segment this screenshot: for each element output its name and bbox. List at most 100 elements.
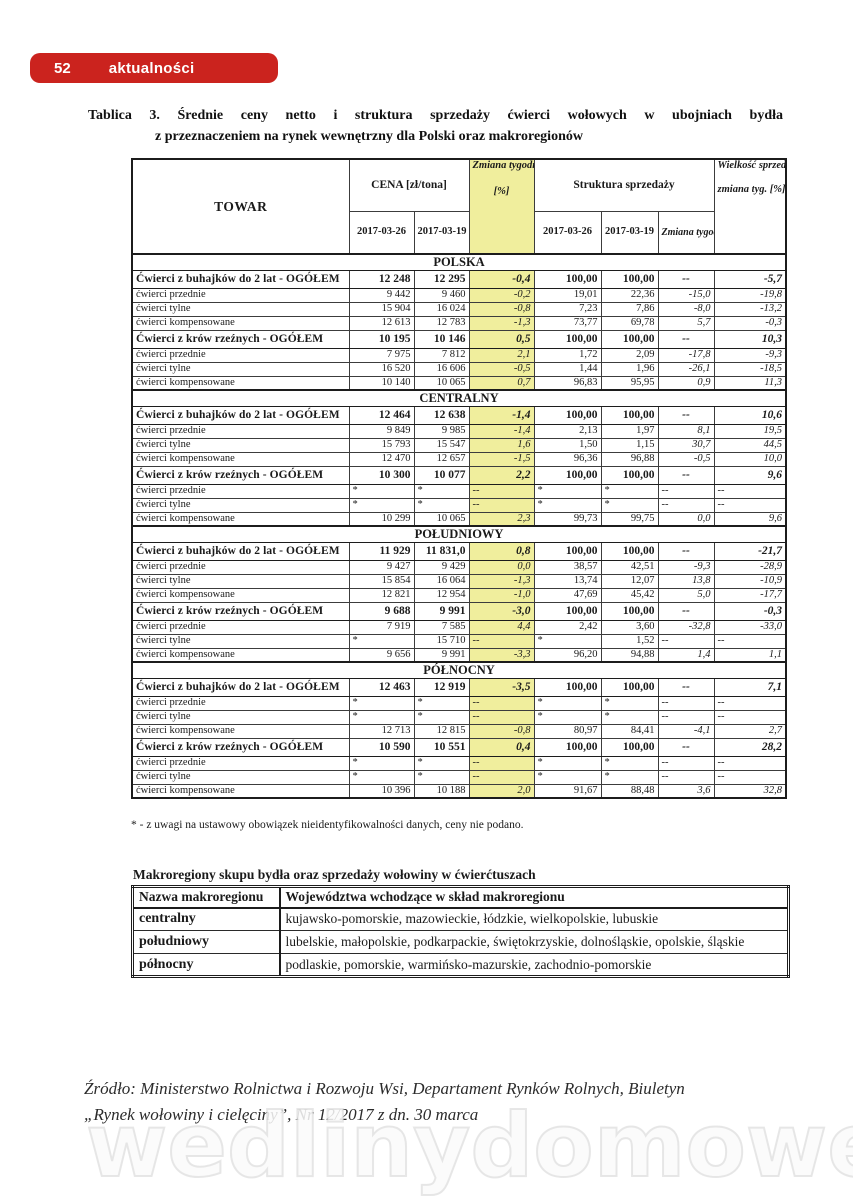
header-cena: CENA [zł/tona] <box>348 158 470 212</box>
row-label-cell: ćwierci tylne <box>131 361 350 377</box>
row-label-cell: ćwierci kompensowane <box>131 451 350 467</box>
value-cell: -- <box>657 541 715 561</box>
value-cell: 16 606 <box>413 361 470 377</box>
header-zmiana-ceny: Zmiana tygodniowa ceny [%] <box>468 158 535 255</box>
table-row: Ćwierci z krów rzeźnych - OGÓŁEM 10 300 10… <box>131 465 787 485</box>
row-label-cell: ćwierci kompensowane <box>131 375 350 391</box>
value-cell: -28,9 <box>713 559 787 575</box>
value-cell: -- <box>713 769 787 785</box>
row-label-cell: ćwierci tylne <box>131 769 350 785</box>
value-cell: 22,36 <box>600 287 659 303</box>
value-cell: 10 188 <box>413 783 470 799</box>
value-cell: * <box>533 483 602 499</box>
value-cell: 99,73 <box>533 511 602 527</box>
row-label-cell: ćwierci tylne <box>131 301 350 317</box>
value-cell: 15 710 <box>413 633 470 649</box>
value-cell: 15 854 <box>348 573 415 589</box>
section-header-row: POŁUDNIOWY <box>131 525 787 543</box>
header-zmiana-tygodniowa: Zmiana tygodniowa [%] <box>657 210 715 255</box>
table-title-line2: z przeznaczeniem na rynek wewnętrzny dla… <box>155 129 583 144</box>
value-cell: 10,6 <box>713 405 787 425</box>
header-towar: TOWAR <box>131 158 350 255</box>
value-cell: 100,00 <box>600 601 659 621</box>
value-cell: 12 713 <box>348 723 415 739</box>
row-label-cell: ćwierci tylne <box>131 573 350 589</box>
value-cell: -0,2 <box>468 287 535 303</box>
value-cell: -- <box>468 769 535 785</box>
row-label-cell: ćwierci tylne <box>131 709 350 725</box>
value-cell: 5,0 <box>657 587 715 603</box>
table-row: Ćwierci z krów rzeźnych - OGÓŁEM 10 195 10… <box>131 329 787 349</box>
value-cell: 7 919 <box>348 619 415 635</box>
table-row: ćwierci tylne * * -- * * -- -- <box>131 709 787 725</box>
table-row: ćwierci tylne * * -- * * -- -- <box>131 497 787 513</box>
value-cell: 12 919 <box>413 677 470 697</box>
row-label-cell: Ćwierci z krów rzeźnych - OGÓŁEM <box>131 329 350 349</box>
value-cell: 96,20 <box>533 647 602 663</box>
table-row: ćwierci kompensowane 12 821 12 954 -1,0 47,6… <box>131 587 787 603</box>
value-cell: 10 396 <box>348 783 415 799</box>
value-cell: 12 783 <box>413 315 470 331</box>
table-row: ćwierci tylne * * -- * * -- -- <box>131 769 787 785</box>
source-note: Źródło: Ministerstwo Rolnictwa i Rozwoju… <box>84 1076 784 1128</box>
value-cell: -- <box>657 269 715 289</box>
table-title: Tablica 3. Średnie ceny netto i struktur… <box>88 105 783 147</box>
value-cell: -0,8 <box>468 723 535 739</box>
value-cell: 9 656 <box>348 647 415 663</box>
value-cell: -- <box>657 709 715 725</box>
value-cell: -33,0 <box>713 619 787 635</box>
row-label-cell: ćwierci przednie <box>131 755 350 771</box>
table-row: ćwierci tylne 16 520 16 606 -0,5 1,44 1,96 -26… <box>131 361 787 377</box>
value-cell: 100,00 <box>533 405 602 425</box>
regions-table-header: Nazwa makroregionu Województwa wchodzące… <box>132 886 789 909</box>
header-date-struktura-1: 2017-03-26 <box>533 210 602 255</box>
value-cell: -0,8 <box>468 301 535 317</box>
value-cell: 2,0 <box>468 783 535 799</box>
value-cell: 10 551 <box>413 737 470 757</box>
value-cell: * <box>600 755 659 771</box>
value-cell: 7,1 <box>713 677 787 697</box>
value-cell: * <box>600 769 659 785</box>
table-row: ćwierci przednie 7 919 7 585 4,4 2,42 3,60 -32… <box>131 619 787 635</box>
value-cell: 2,3 <box>468 511 535 527</box>
region-name-cell: południowy <box>132 930 281 954</box>
value-cell: 100,00 <box>533 465 602 485</box>
header-date-struktura-2: 2017-03-19 <box>600 210 659 255</box>
value-cell: -- <box>657 737 715 757</box>
section-title: POLSKA <box>131 253 787 271</box>
table-row: Ćwierci z buhajków do 2 lat - OGÓŁEM 12 4… <box>131 405 787 425</box>
row-label-cell: Ćwierci z buhajków do 2 lat - OGÓŁEM <box>131 677 350 697</box>
value-cell: 10 195 <box>348 329 415 349</box>
value-cell: 10,3 <box>713 329 787 349</box>
table-row: ćwierci przednie 9 427 9 429 0,0 38,57 42,51-… <box>131 559 787 575</box>
row-label-cell: ćwierci kompensowane <box>131 783 350 799</box>
value-cell: 15 547 <box>413 437 470 453</box>
table-row: ćwierci kompensowane 10 396 10 188 2,0 91,67… <box>131 783 787 799</box>
value-cell: 0,0 <box>657 511 715 527</box>
value-cell: 84,41 <box>600 723 659 739</box>
value-cell: 7,23 <box>533 301 602 317</box>
row-label-cell: Ćwierci z buhajków do 2 lat - OGÓŁEM <box>131 405 350 425</box>
value-cell: 100,00 <box>533 541 602 561</box>
value-cell: 0,0 <box>468 559 535 575</box>
value-cell: -13,2 <box>713 301 787 317</box>
value-cell: 42,51 <box>600 559 659 575</box>
value-cell: -- <box>468 497 535 513</box>
value-cell: 10 299 <box>348 511 415 527</box>
value-cell: * <box>348 769 415 785</box>
value-cell: 2,42 <box>533 619 602 635</box>
value-cell: 9,6 <box>713 511 787 527</box>
value-cell: -8,0 <box>657 301 715 317</box>
footnote: * - z uwagi na ustawowy obowiązek nieide… <box>131 819 524 831</box>
regions-header-voivodeships: Województwa wchodzące w skład makroregio… <box>279 886 789 909</box>
value-cell: -1,5 <box>468 451 535 467</box>
row-label-cell: ćwierci tylne <box>131 633 350 649</box>
value-cell: 80,97 <box>533 723 602 739</box>
value-cell: 100,00 <box>533 677 602 697</box>
value-cell: * <box>348 695 415 711</box>
value-cell: 30,7 <box>657 437 715 453</box>
row-label-cell: ćwierci przednie <box>131 559 350 575</box>
value-cell: 100,00 <box>600 737 659 757</box>
value-cell: 73,77 <box>533 315 602 331</box>
table-row: Ćwierci z buhajków do 2 lat - OGÓŁEM 11 9… <box>131 541 787 561</box>
